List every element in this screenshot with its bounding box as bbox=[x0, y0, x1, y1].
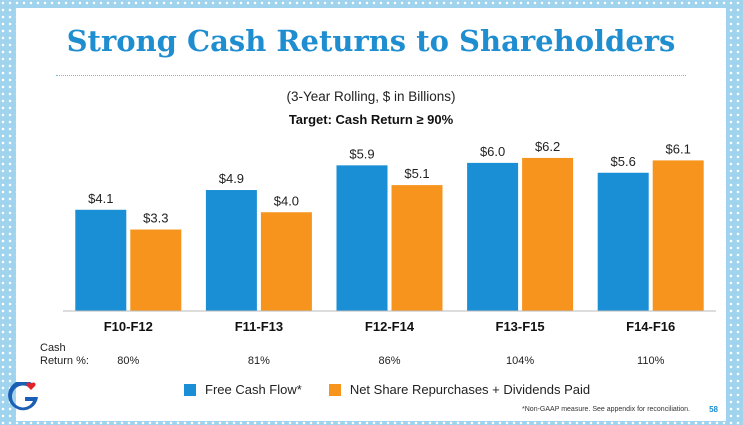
data-label-repurchases-F12-F14: $5.1 bbox=[404, 166, 429, 181]
bar-repurchases-F14-F16 bbox=[652, 160, 704, 311]
bar-repurchases-F12-F14 bbox=[391, 185, 443, 311]
company-logo bbox=[8, 382, 38, 411]
legend-item-free-cash-flow: Free Cash Flow* bbox=[184, 382, 302, 397]
data-label-repurchases-F11-F13: $4.0 bbox=[274, 193, 299, 208]
data-label-repurchases-F13-F15: $6.2 bbox=[535, 139, 560, 154]
bar-free-cash-flow-F14-F16 bbox=[597, 172, 649, 311]
legend-swatch-free-cash-flow bbox=[184, 383, 196, 396]
bar-repurchases-F10-F12 bbox=[130, 229, 182, 311]
cash-return-pct-F12-F14: 86% bbox=[378, 355, 400, 367]
bar-repurchases-F13-F15 bbox=[522, 157, 574, 311]
legend-label-repurchases: Net Share Repurchases + Dividends Paid bbox=[349, 382, 591, 397]
data-label-free-cash-flow-F13-F15: $6.0 bbox=[480, 144, 505, 159]
legend-swatch-repurchases bbox=[328, 383, 341, 396]
cash-return-pct-F13-F15: 104% bbox=[506, 355, 534, 367]
page-number: 58 bbox=[709, 405, 718, 414]
legend-label-free-cash-flow: Free Cash Flow* bbox=[205, 382, 302, 397]
slide-title: Strong Cash Returns to Shareholders bbox=[66, 24, 676, 58]
data-label-free-cash-flow-F12-F14: $5.9 bbox=[349, 146, 374, 161]
bar-repurchases-F11-F13 bbox=[260, 212, 312, 311]
bar-free-cash-flow-F13-F15 bbox=[467, 162, 519, 311]
bar-chart: $4.1 $3.3 F10-F12 80% $4.9 $4.0 F11-F13 81% $5.9… bbox=[40, 139, 716, 367]
title-divider bbox=[56, 75, 686, 76]
target-text: Target: Cash Return ≥ 90% bbox=[288, 112, 454, 127]
x-tick-label-F12-F14: F12-F14 bbox=[365, 319, 415, 334]
data-label-free-cash-flow-F10-F12: $4.1 bbox=[88, 191, 113, 206]
cash-return-pct-F10-F12: 80% bbox=[117, 355, 139, 367]
x-tick-label-F10-F12: F10-F12 bbox=[104, 319, 153, 334]
data-label-free-cash-flow-F14-F16: $5.6 bbox=[611, 154, 636, 169]
bar-free-cash-flow-F12-F14 bbox=[336, 165, 388, 311]
data-label-repurchases-F14-F16: $6.1 bbox=[666, 141, 691, 156]
chart-legend: Free Cash Flow* Net Share Repurchases + … bbox=[184, 382, 617, 397]
cash-return-pct-F11-F13: 81% bbox=[248, 355, 270, 367]
cash-return-pct-F14-F16: 110% bbox=[637, 355, 665, 367]
slide: Strong Cash Returns to Shareholders (3-Y… bbox=[8, 8, 726, 421]
x-tick-label-F11-F13: F11-F13 bbox=[235, 319, 283, 334]
cash-return-label-line2: Return %: bbox=[40, 355, 89, 367]
footnote: *Non-GAAP measure. See appendix for reco… bbox=[522, 406, 690, 413]
cash-return-label-line1: Cash bbox=[40, 342, 66, 354]
x-tick-label-F14-F16: F14-F16 bbox=[626, 319, 675, 334]
chart-subtitle: (3-Year Rolling, $ in Billions) bbox=[286, 89, 456, 104]
bar-free-cash-flow-F11-F13 bbox=[205, 190, 257, 311]
bar-free-cash-flow-F10-F12 bbox=[75, 209, 127, 311]
legend-item-repurchases: Net Share Repurchases + Dividends Paid bbox=[328, 382, 591, 397]
data-label-repurchases-F10-F12: $3.3 bbox=[143, 211, 168, 226]
data-label-free-cash-flow-F11-F13: $4.9 bbox=[219, 171, 244, 186]
x-tick-label-F13-F15: F13-F15 bbox=[496, 319, 545, 334]
